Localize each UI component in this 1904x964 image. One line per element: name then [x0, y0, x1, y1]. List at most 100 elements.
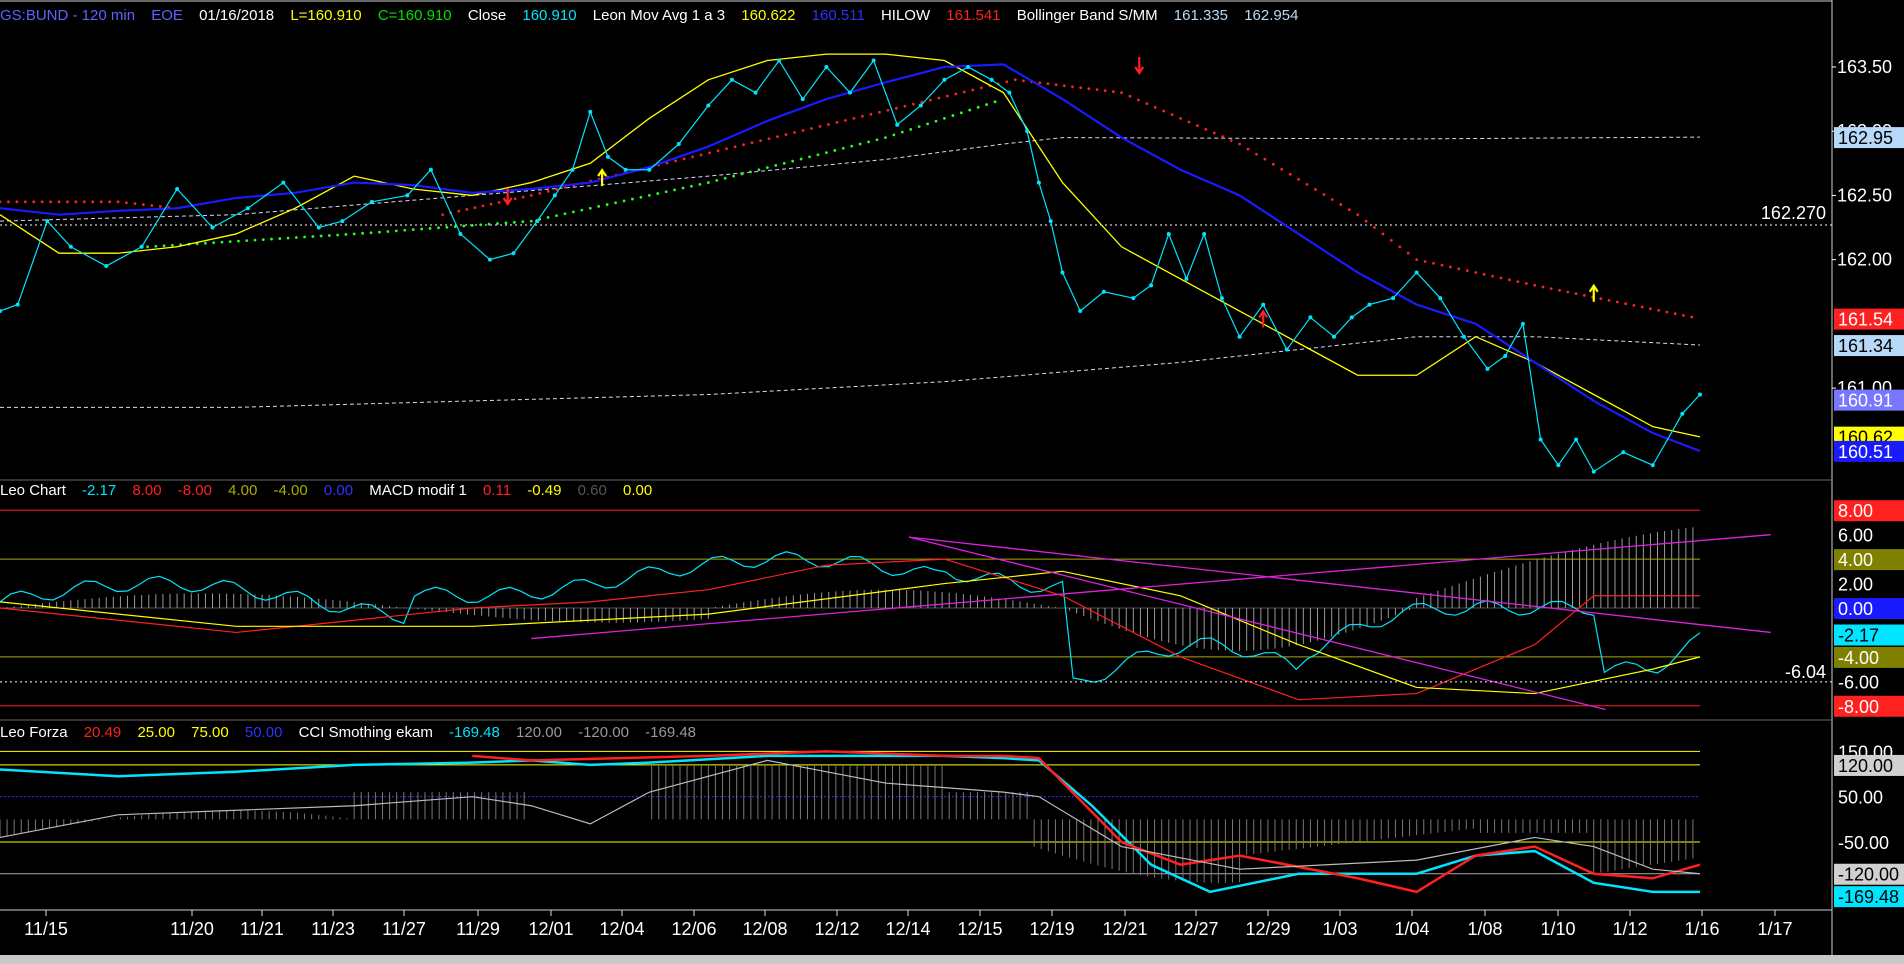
- time-axis-tick: 12/08: [742, 919, 787, 939]
- hilow-dot-red: [716, 149, 720, 153]
- hilow-dot-red: [1690, 315, 1694, 319]
- hilow-dot-green: [228, 240, 232, 244]
- hilow-dot-red: [1187, 120, 1191, 124]
- hilow-dot-red: [1499, 276, 1503, 280]
- hilow-dot-red: [1271, 162, 1275, 166]
- hilow-dot-red: [1474, 271, 1478, 274]
- price-point: [1332, 334, 1337, 339]
- cci-axis-tick: 120.00: [1838, 756, 1893, 776]
- hilow-dot-green: [420, 227, 424, 231]
- macd-axis-tag: [1834, 695, 1904, 717]
- hilow-dot-red: [555, 187, 559, 191]
- hilow-dot-red: [473, 206, 477, 210]
- hilow-dot-green: [462, 224, 466, 228]
- macd-v1: 0.11: [483, 482, 512, 499]
- hilow-dot-green: [162, 244, 166, 248]
- hilow-dot-red: [158, 205, 162, 208]
- hilow-dot-red: [1111, 90, 1115, 94]
- cci-axis-tag: [1834, 863, 1904, 885]
- hilow-dot-green: [799, 157, 803, 161]
- hilow-dot-red: [1297, 177, 1301, 181]
- hilow-dot-red: [1389, 238, 1393, 242]
- hilow-dot-red: [66, 200, 69, 204]
- trendline-2: [908, 536, 1606, 711]
- hilow-dot-red: [1347, 208, 1351, 212]
- hilow-dot-red: [1624, 302, 1628, 306]
- price-point: [871, 58, 876, 63]
- cci-v1: -169.48: [448, 724, 500, 741]
- price-point: [511, 251, 516, 256]
- hilow-dot-red: [49, 200, 52, 204]
- time-axis-tick: 1/10: [1540, 919, 1575, 939]
- hilow-dot-green: [884, 136, 887, 140]
- price-point: [588, 109, 593, 114]
- price-panel-header: GS:BUND - 120 min EOE 01/16/2018 L=160.9…: [0, 7, 1310, 24]
- hilow-dot-green: [664, 190, 668, 194]
- hilow-dot-red: [962, 90, 966, 94]
- hilow-dot-green: [614, 201, 617, 205]
- hilow-dot-red: [1415, 258, 1419, 262]
- price-point: [1503, 353, 1508, 358]
- hilow-dot-green: [352, 232, 356, 236]
- hilow-dot-red: [776, 135, 779, 138]
- hilow-dot-red: [1673, 312, 1677, 316]
- hilow-dot-green: [146, 245, 149, 249]
- price-point: [753, 90, 758, 95]
- leo-chart-label: Leo Chart: [0, 482, 66, 499]
- price-point: [1149, 283, 1154, 288]
- time-axis-tick: 1/12: [1612, 919, 1647, 939]
- price-point: [210, 225, 215, 230]
- hilow-dot-green: [411, 228, 415, 232]
- hilow-dot-red: [945, 94, 949, 98]
- hilow-dot-red: [99, 200, 103, 204]
- hilow-dot-green: [504, 221, 508, 225]
- hilow-dot-green: [394, 229, 398, 233]
- hilow-dot-green: [816, 153, 820, 157]
- horizontal-scrollbar[interactable]: [0, 955, 1904, 964]
- hilow-dot-green: [791, 159, 795, 163]
- hilow-dot-red: [141, 203, 145, 206]
- hilow-dot-red: [1406, 251, 1410, 255]
- price-point: [1025, 129, 1030, 134]
- hilow-dot-green: [892, 133, 896, 137]
- leo-chart-v2: 8.00: [132, 482, 162, 499]
- hilow-dot-green: [824, 151, 828, 154]
- hilow-dot-red: [82, 200, 86, 204]
- cci-axis-tick: 50.00: [1838, 788, 1883, 808]
- hilow-dot-red: [827, 123, 830, 126]
- hilow-dot-red: [1533, 283, 1537, 287]
- hilow-dot-green: [220, 240, 224, 244]
- hilow-dot-green: [154, 244, 158, 248]
- hilow-dot-red: [91, 200, 95, 204]
- hilow-dot-red: [1038, 81, 1042, 85]
- price-point: [895, 122, 900, 127]
- hilow-dot-red: [1615, 300, 1619, 304]
- hilow-dot-green: [749, 170, 752, 174]
- time-axis-tick: 11/23: [311, 919, 355, 939]
- hilow-dot-red: [818, 125, 822, 128]
- close-num: 160.910: [522, 7, 577, 24]
- hilow-dot-red: [725, 147, 728, 151]
- hilow-dot-green: [833, 149, 837, 152]
- hilow-dot-green: [512, 220, 516, 224]
- hilow-dot-green: [673, 188, 677, 192]
- hilow-dot-red: [1153, 105, 1157, 109]
- hilow-dot-red: [1524, 282, 1528, 285]
- bollinger-v1: 161.335: [1173, 7, 1229, 24]
- hilow-dot-red: [481, 204, 485, 208]
- price-point: [1219, 296, 1224, 301]
- bollinger-label: Bollinger Band S/MM: [1016, 7, 1158, 24]
- time-axis-tick: 12/01: [528, 919, 573, 939]
- price-point: [706, 103, 711, 108]
- mov-avg-v1: 160.622: [741, 7, 796, 24]
- macd-axis-tag: [1834, 500, 1904, 522]
- hilow-dot-green: [237, 239, 240, 243]
- price-point: [942, 77, 947, 82]
- hilow-dot-red: [793, 131, 796, 134]
- price-point: [1367, 302, 1372, 307]
- hilow-dot-green: [926, 122, 929, 126]
- hilow-dot-red: [1062, 84, 1066, 88]
- price-point: [824, 64, 829, 69]
- hilow-dot-green: [690, 184, 693, 188]
